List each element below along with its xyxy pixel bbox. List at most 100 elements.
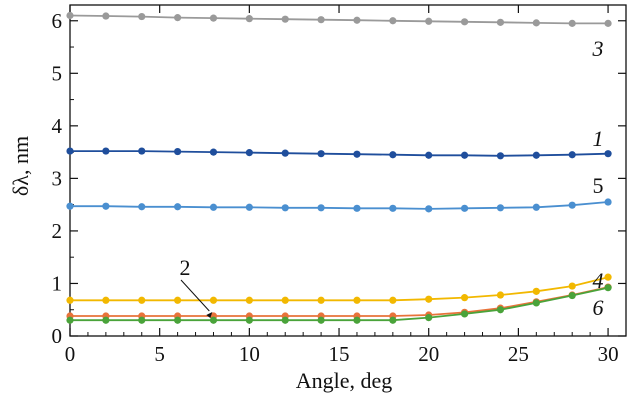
series-4: [66, 273, 612, 304]
data-point: [389, 296, 397, 304]
data-point: [532, 19, 540, 27]
x-tick-label: 5: [154, 342, 165, 366]
data-point: [460, 310, 469, 318]
y-tick-label: 3: [52, 166, 63, 190]
y-tick-label: 6: [52, 9, 63, 33]
y-tick-label: 2: [52, 219, 63, 243]
data-point: [317, 316, 325, 324]
series-label-5: 5: [593, 173, 604, 198]
series-line: [70, 201, 609, 210]
data-point: [245, 203, 253, 211]
plot-frame: [69, 4, 627, 337]
data-point: [209, 203, 218, 211]
data-point: [138, 203, 146, 211]
data-point: [66, 202, 74, 210]
data-point: [496, 152, 505, 160]
data-point: [353, 316, 361, 324]
data-point: [245, 296, 253, 304]
data-point: [138, 296, 146, 304]
data-point: [532, 203, 540, 211]
label-2-leader: [180, 279, 210, 312]
data-point: [496, 291, 505, 299]
data-point: [425, 314, 433, 322]
series-line: [70, 150, 609, 157]
x-tick-label: 25: [508, 342, 529, 366]
x-tick-label: 20: [418, 342, 439, 366]
data-point: [568, 201, 576, 209]
data-point: [102, 12, 110, 20]
data-point: [460, 294, 469, 302]
series-layer: [66, 11, 612, 324]
data-point: [568, 282, 576, 290]
data-point: [281, 204, 289, 212]
data-point: [460, 18, 469, 26]
data-point: [317, 150, 325, 158]
y-tick-label: 0: [52, 324, 63, 348]
data-point: [353, 150, 361, 158]
data-point: [604, 150, 612, 158]
data-point: [604, 284, 612, 292]
data-point: [425, 17, 433, 25]
data-point: [245, 15, 253, 23]
y-tick-label: 5: [52, 61, 63, 85]
data-point: [532, 151, 540, 159]
series-3: [66, 11, 612, 27]
data-point: [174, 296, 182, 304]
data-point: [389, 17, 397, 25]
series-line: [70, 286, 609, 317]
data-point: [425, 295, 433, 303]
y-axis-title: δλ, nm: [8, 136, 33, 196]
data-point: [532, 299, 540, 307]
data-point: [281, 316, 289, 324]
series-label-4: 4: [593, 268, 604, 293]
data-point: [174, 316, 182, 324]
series-label-2: 2: [180, 255, 191, 280]
series-label-1: 1: [593, 126, 604, 151]
data-point: [209, 14, 218, 22]
data-point: [425, 151, 433, 159]
data-point: [389, 204, 397, 212]
data-point: [209, 296, 218, 304]
data-point: [138, 12, 146, 21]
data-point: [353, 16, 361, 24]
series-1: [66, 147, 612, 160]
label-2-arrowhead: [206, 311, 213, 318]
series-5: [66, 198, 612, 213]
data-point: [102, 202, 110, 210]
data-point: [317, 16, 325, 24]
data-point: [281, 296, 289, 304]
data-point: [281, 15, 289, 23]
data-point: [568, 291, 576, 300]
series-label-3: 3: [592, 36, 604, 61]
data-point: [425, 205, 433, 213]
data-point: [102, 147, 110, 155]
data-point: [209, 148, 218, 156]
data-point: [138, 316, 146, 324]
data-point: [245, 316, 253, 324]
data-point: [496, 204, 505, 212]
data-point: [353, 296, 361, 304]
data-point: [281, 149, 289, 157]
data-point: [66, 316, 74, 324]
data-point: [102, 296, 110, 304]
data-point: [66, 296, 74, 304]
x-axis-title: Angle, deg: [296, 368, 393, 393]
data-point: [66, 147, 74, 155]
data-point: [174, 14, 182, 22]
series-labels: 3 1 5 4 2 6: [180, 36, 604, 320]
data-point: [389, 316, 397, 324]
data-point: [496, 18, 505, 26]
series-2: [66, 283, 612, 320]
series-line: [69, 14, 609, 25]
y-tick-label: 1: [52, 271, 63, 295]
data-point: [102, 316, 110, 324]
data-point: [496, 306, 505, 314]
x-tick-label: 30: [598, 342, 619, 366]
series-line: [70, 286, 609, 322]
data-point: [317, 204, 325, 212]
series-6: [66, 284, 612, 324]
data-point: [174, 147, 182, 156]
series-line: [70, 276, 609, 302]
data-point: [209, 316, 218, 324]
